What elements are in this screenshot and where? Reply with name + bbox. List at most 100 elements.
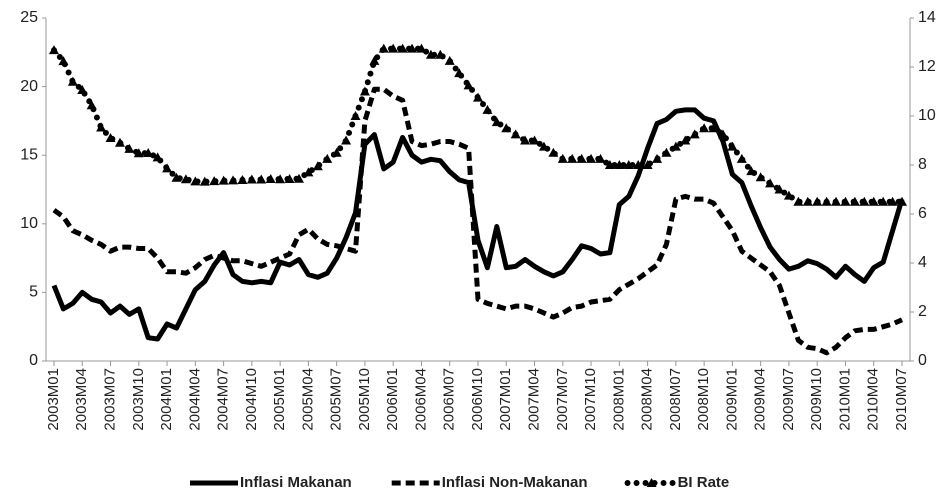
x-tick-label: 2004M07 — [215, 368, 232, 431]
triangle-marker — [859, 196, 870, 206]
x-tick-label: 2008M07 — [667, 368, 684, 431]
triangle-marker — [887, 196, 898, 206]
triangle-marker — [77, 85, 88, 95]
triangle-marker — [246, 174, 257, 184]
x-tick-label: 2006M10 — [469, 368, 486, 431]
triangle-marker — [736, 153, 747, 163]
triangle-marker — [416, 43, 427, 53]
triangle-marker — [482, 104, 493, 114]
triangle-marker — [228, 175, 239, 185]
triangle-marker — [595, 153, 606, 163]
triangle-marker — [162, 163, 173, 173]
triangle-marker — [586, 153, 597, 163]
triangle-marker — [133, 148, 144, 158]
triangle-marker — [284, 173, 295, 183]
x-tick-label: 2003M04 — [73, 368, 90, 431]
triangle-marker — [783, 190, 794, 200]
y2-tick-label: 2 — [918, 303, 927, 320]
triangle-marker — [218, 175, 229, 185]
triangle-marker — [642, 160, 653, 169]
triangle-marker — [275, 174, 286, 184]
triangle-marker — [49, 45, 59, 55]
x-tick-label: 2007M07 — [554, 368, 571, 431]
triangle-marker — [407, 43, 418, 53]
triangle-marker — [765, 178, 776, 188]
triangle-marker — [557, 153, 568, 163]
triangle-marker — [425, 49, 436, 59]
y2-tick-label: 0 — [918, 352, 927, 369]
x-tick-label: 2003M10 — [130, 368, 147, 431]
x-tick-label: 2004M01 — [158, 368, 175, 431]
triangle-marker — [58, 56, 69, 66]
triangle-marker — [812, 196, 823, 206]
triangle-marker — [538, 141, 549, 151]
x-tick-label: 2004M10 — [243, 368, 260, 431]
triangle-marker — [849, 196, 860, 206]
triangle-marker — [341, 135, 352, 145]
x-tick-label: 2004M04 — [186, 368, 203, 431]
x-tick-label: 2006M07 — [441, 368, 458, 431]
triangle-marker — [180, 174, 191, 184]
triangle-marker — [199, 176, 210, 186]
y-tick-label: 15 — [20, 146, 38, 163]
triangle-marker — [661, 147, 672, 157]
x-tick-label: 2005M10 — [356, 368, 373, 431]
triangle-marker — [397, 43, 408, 53]
triangle-marker — [576, 153, 587, 163]
triangle-marker — [717, 129, 728, 139]
x-tick-label: 2010M04 — [865, 368, 882, 431]
triangle-marker — [152, 152, 163, 162]
y-tick-label: 20 — [20, 78, 38, 95]
triangle-marker — [369, 55, 380, 65]
x-tick-label: 2009M01 — [723, 368, 740, 431]
legend-label: Inflasi Makanan — [240, 474, 352, 491]
triangle-marker — [793, 196, 804, 206]
x-tick-label: 2007M10 — [582, 368, 599, 431]
triangle-marker — [359, 86, 370, 96]
triangle-marker — [473, 92, 483, 102]
x-tick-label: 2006M01 — [384, 368, 401, 431]
x-tick-label: 2009M10 — [808, 368, 825, 431]
triangle-marker — [501, 123, 512, 133]
triangle-marker — [680, 135, 691, 145]
triangle-marker — [548, 147, 559, 157]
x-tick-label: 2009M04 — [752, 368, 769, 431]
triangle-marker — [614, 160, 625, 169]
triangle-marker — [293, 173, 304, 183]
triangle-marker — [868, 196, 879, 206]
triangle-marker — [708, 123, 719, 133]
x-tick-label: 2008M04 — [639, 368, 656, 431]
triangle-marker — [388, 43, 399, 53]
triangle-marker — [840, 196, 851, 206]
triangle-marker — [520, 135, 531, 145]
triangle-marker — [312, 161, 323, 171]
y2-tick-label: 4 — [918, 254, 927, 271]
triangle-marker — [652, 153, 663, 163]
triangle-marker — [237, 174, 248, 184]
series-line — [51, 45, 905, 205]
x-tick-label: 2009M07 — [780, 368, 797, 431]
x-tick-label: 2005M04 — [299, 368, 316, 431]
series-line — [52, 86, 904, 356]
triangle-marker — [171, 172, 182, 182]
triangle-marker — [96, 122, 107, 132]
triangle-marker — [623, 160, 634, 169]
y-tick-label: 10 — [20, 215, 38, 232]
x-tick-label: 2010M07 — [893, 368, 910, 431]
triangle-marker — [746, 166, 757, 176]
triangle-marker — [878, 196, 889, 206]
x-tick-label: 2008M10 — [695, 368, 712, 431]
x-tick-label: 2003M01 — [45, 368, 62, 431]
triangle-marker — [190, 176, 201, 186]
triangle-marker — [114, 137, 125, 147]
triangle-marker — [143, 147, 154, 157]
x-tick-label: 2003M07 — [102, 368, 119, 431]
triangle-marker — [256, 174, 267, 184]
triangle-marker — [670, 141, 681, 151]
triangle-marker — [124, 143, 135, 153]
y-tick-label: 5 — [29, 284, 38, 301]
triangle-marker — [350, 111, 361, 120]
triangle-marker — [755, 172, 766, 182]
x-tick-label: 2007M01 — [497, 368, 514, 431]
triangle-marker — [331, 147, 342, 157]
